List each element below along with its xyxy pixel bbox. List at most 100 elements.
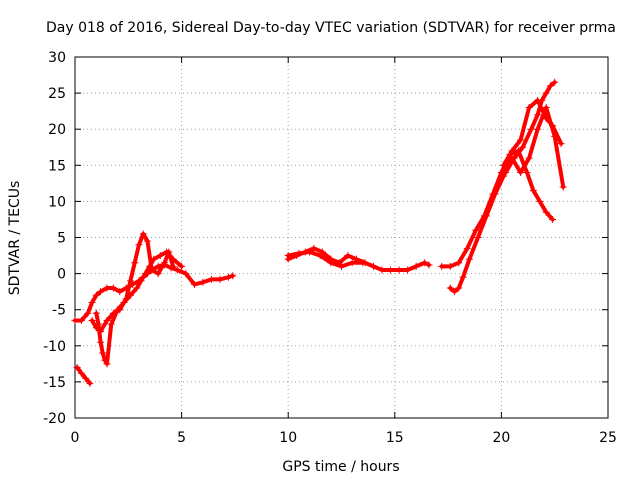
- y-tick-label-30: 30: [48, 50, 66, 66]
- chart-title: Day 018 of 2016, Sidereal Day-to-day VTE…: [46, 20, 616, 36]
- data-point-arc-j-7: [546, 82, 554, 90]
- data-point-arc-d-14: [161, 259, 169, 267]
- data-point-arc-d-1: [92, 324, 100, 332]
- data-point-arc-b-3: [88, 298, 96, 306]
- data-point-arc-d-15: [165, 248, 173, 256]
- data-point-arc-g-13: [542, 208, 550, 216]
- x-tick-label-5: 5: [177, 430, 186, 446]
- data-point-arc-b-5: [97, 288, 105, 296]
- data-point-arc-g-4: [472, 226, 480, 234]
- data-point-arc-b-21: [199, 278, 207, 286]
- data-point-arc-h-15: [559, 183, 567, 191]
- data-point-arc-g-14: [549, 215, 557, 223]
- data-point-arc-e-10: [369, 262, 377, 270]
- series-arc-d: [88, 230, 177, 335]
- data-point-arc-i-1: [508, 147, 516, 155]
- data-point-arc-a-2: [82, 374, 90, 382]
- data-point-arc-b-1: [77, 317, 85, 325]
- data-point-arc-c-3: [99, 349, 107, 357]
- y-axis-label: SDTVAR / TECUs: [7, 181, 23, 296]
- y-tick-label-20: 20: [48, 122, 66, 138]
- data-point-arc-a-1: [77, 369, 85, 377]
- data-point-arc-i-0: [500, 161, 508, 169]
- data-point-arc-f-0: [284, 252, 292, 260]
- data-point-arc-d-12: [148, 266, 156, 274]
- data-point-arc-d-5: [116, 306, 124, 314]
- x-tick-label-15: 15: [386, 430, 404, 446]
- data-point-arc-h-11: [525, 154, 533, 162]
- data-point-arc-h-13: [542, 104, 550, 112]
- data-point-arc-d-0: [88, 317, 96, 325]
- data-point-arc-j-2: [519, 143, 527, 151]
- data-point-arc-h-3: [459, 273, 467, 281]
- data-point-arc-h-0: [446, 284, 454, 292]
- y-tick-label-5: 5: [57, 231, 66, 247]
- data-point-arc-d-11: [143, 237, 151, 245]
- data-point-arc-c-4: [101, 356, 109, 364]
- x-tick-label-10: 10: [279, 430, 297, 446]
- series-track-arc-a: [75, 365, 92, 386]
- data-point-arc-b-22: [207, 275, 215, 283]
- data-point-arc-h-7: [491, 190, 499, 198]
- y-tick-label--5: -5: [52, 303, 66, 319]
- data-point-arc-h-12: [534, 125, 542, 133]
- data-point-arc-e-7: [344, 252, 352, 260]
- data-point-arc-b-4: [92, 291, 100, 299]
- data-point-arc-e-11: [378, 266, 386, 274]
- data-point-arc-c-6: [107, 320, 115, 328]
- data-point-arc-h-2: [455, 284, 463, 292]
- series-arc-h: [446, 104, 567, 296]
- data-point-arc-d-13: [154, 270, 162, 278]
- x-tick-label-0: 0: [71, 430, 80, 446]
- data-point-arc-d-9: [135, 241, 143, 249]
- data-point-arc-d-2: [97, 327, 105, 335]
- data-point-arc-e-4: [318, 248, 326, 256]
- series-arc-e: [284, 244, 433, 274]
- data-point-arc-d-16: [169, 262, 177, 270]
- data-point-arc-c-2: [97, 338, 105, 346]
- data-point-arc-f-6: [348, 259, 356, 267]
- data-point-arc-c-15: [156, 252, 164, 260]
- grid: [75, 57, 608, 418]
- series-track-arc-i: [501, 98, 564, 168]
- data-point-arc-a-0: [73, 363, 81, 371]
- y-tick-label-0: 0: [57, 267, 66, 283]
- data-point-arc-g-10: [523, 169, 531, 177]
- data-point-arc-j-6: [542, 89, 550, 97]
- series-track-arc-h: [448, 105, 566, 294]
- data-point-arc-e-3: [310, 244, 318, 252]
- data-point-arc-i-7: [557, 140, 565, 148]
- data-point-arc-b-7: [109, 284, 117, 292]
- data-point-arc-b-20: [190, 280, 198, 288]
- data-point-arc-i-3: [525, 104, 533, 112]
- data-point-arc-b-18: [173, 266, 181, 274]
- data-point-arc-b-25: [229, 272, 237, 280]
- data-point-arc-f-3: [316, 252, 324, 260]
- data-point-arc-b-6: [103, 284, 111, 292]
- data-point-arc-d-8: [131, 259, 139, 267]
- axis-ticks: 0 5 10 15 20 25 -20 -15 -10 -5 0 5 10 15 20 25 30: [43, 50, 617, 446]
- data-point-arc-f-5: [338, 262, 345, 270]
- y-tick-label--20: -20: [43, 411, 66, 427]
- series-arc-f: [284, 248, 367, 270]
- data-point-arc-h-10: [517, 169, 525, 177]
- data-point-arc-j-1: [510, 154, 518, 162]
- y-tick-label--15: -15: [43, 375, 66, 391]
- data-point-arc-e-16: [421, 259, 429, 267]
- data-point-arc-c-5: [103, 360, 111, 368]
- series-arc-j: [502, 78, 559, 177]
- data-point-arc-c-18: [178, 262, 186, 270]
- data-point-arc-c-12: [141, 270, 149, 278]
- data-point-arc-j-3: [527, 125, 535, 133]
- data-point-arc-e-13: [395, 266, 403, 274]
- data-point-arc-b-0: [71, 317, 79, 325]
- data-point-arc-e-12: [387, 266, 395, 274]
- data-point-arc-g-0: [438, 262, 446, 270]
- x-axis-label: GPS time / hours: [282, 459, 399, 475]
- data-point-arc-b-24: [225, 273, 233, 281]
- data-point-arc-h-1: [450, 288, 458, 296]
- data-point-arc-g-2: [455, 259, 463, 267]
- series-arc-i: [500, 96, 565, 169]
- y-tick-label--10: -10: [43, 339, 66, 355]
